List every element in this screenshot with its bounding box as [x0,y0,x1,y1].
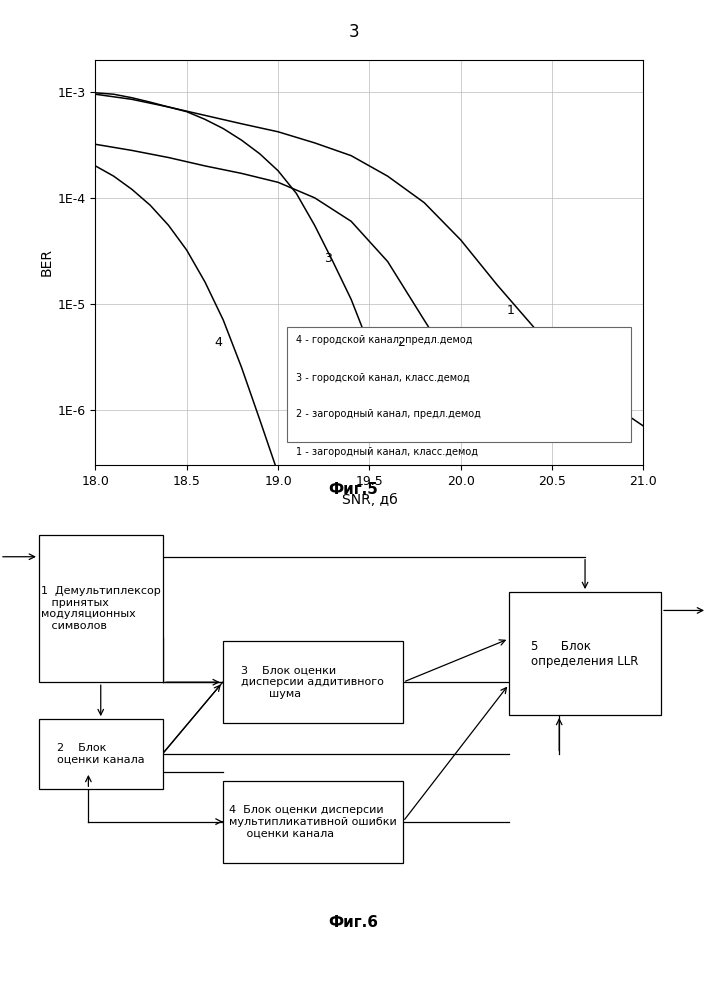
Text: 4 - городской канал, предл.демод: 4 - городской канал, предл.демод [296,335,473,345]
X-axis label: SNR, дб: SNR, дб [341,493,397,507]
Bar [39,719,163,789]
Text: 5      Блок
определения LLR: 5 Блок определения LLR [532,640,638,668]
Bar [223,781,403,863]
Text: Фиг.5: Фиг.5 [329,482,378,497]
Text: 3: 3 [348,23,359,41]
Text: 1 - загородный канал, класс.демод: 1 - загородный канал, класс.демод [296,447,479,457]
Text: 1: 1 [506,304,514,317]
Text: 2    Блок
оценки канала: 2 Блок оценки канала [57,743,144,765]
Text: 2 - загородный канал, предл.демод: 2 - загородный канал, предл.демод [296,409,481,419]
Text: 3 - городской канал, класс.демод: 3 - городской канал, класс.демод [296,373,470,383]
Text: 3: 3 [324,252,332,265]
Text: Фиг.6: Фиг.6 [329,915,378,930]
Bar [223,641,403,723]
Bar [39,535,163,682]
Text: 4: 4 [214,336,222,349]
Y-axis label: BER: BER [40,248,53,276]
Text: 4  Блок оценки дисперсии
мультипликативной ошибки
     оценки канала: 4 Блок оценки дисперсии мультипликативно… [229,805,397,838]
Text: 3    Блок оценки
дисперсии аддитивного
        шума: 3 Блок оценки дисперсии аддитивного шума [241,666,385,699]
Bar [287,327,631,442]
Text: 2: 2 [397,336,404,349]
Text: 1  Демультиплексор
   принятых
модуляционных
   символов: 1 Демультиплексор принятых модуляционных… [41,586,160,631]
Bar [509,592,661,715]
